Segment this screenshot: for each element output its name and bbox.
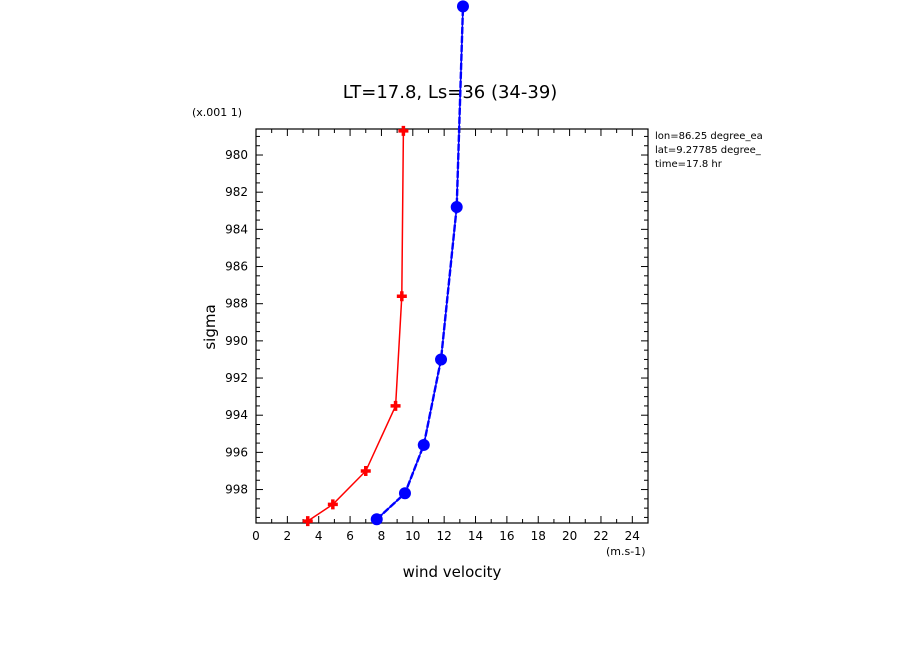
- data-point-cross: [390, 400, 401, 411]
- data-point-cross: [360, 465, 371, 476]
- x-tick-label: 24: [625, 529, 640, 543]
- plot-frame: [255, 128, 649, 524]
- x-unit-label: (m.s-1): [606, 545, 646, 558]
- y-axis-label: sigma: [201, 304, 219, 349]
- data-point-circle: [398, 487, 411, 500]
- data-point-circle: [435, 353, 448, 366]
- info-line-time: time=17.8 hr: [655, 159, 723, 170]
- data-point-cross: [398, 125, 409, 136]
- x-tick-label: 14: [468, 529, 483, 543]
- series-line: [307, 130, 405, 522]
- y-tick-label: 982: [225, 185, 248, 199]
- x-tick-label: 8: [378, 529, 386, 543]
- data-point-cross: [302, 516, 313, 527]
- x-tick-label: 22: [593, 529, 608, 543]
- x-tick-label: 0: [252, 529, 260, 543]
- x-tick-label: 10: [405, 529, 420, 543]
- chart-title: LT=17.8, Ls=36 (34-39): [343, 82, 558, 103]
- y-tick-label: 992: [225, 371, 248, 385]
- y-tick-label: 986: [225, 260, 248, 274]
- data-point-circle: [456, 0, 469, 13]
- data-point-circle: [370, 513, 383, 526]
- y-unit-label: (x.001 1): [192, 106, 242, 119]
- data-point-circle: [417, 438, 430, 451]
- info-line-lon: lon=86.25 degree_ea: [655, 131, 763, 142]
- y-tick-label: 980: [225, 148, 248, 162]
- y-tick-label: 994: [225, 408, 248, 422]
- y-tick-label: 996: [225, 445, 248, 459]
- info-line-lat: lat=9.27785 degree_: [655, 145, 762, 156]
- x-tick-label: 4: [315, 529, 323, 543]
- x-tick-label: 12: [437, 529, 452, 543]
- data-point-cross: [327, 499, 338, 510]
- x-tick-label: 16: [499, 529, 514, 543]
- data-point-cross: [396, 291, 407, 302]
- y-tick-label: 988: [225, 297, 248, 311]
- y-tick-label: 998: [225, 483, 248, 497]
- series-2: [370, 0, 469, 526]
- y-tick-label: 984: [225, 222, 248, 236]
- x-tick-label: 20: [562, 529, 577, 543]
- series-line: [376, 6, 464, 520]
- x-tick-label: 2: [284, 529, 292, 543]
- x-axis-label: wind velocity: [403, 563, 502, 581]
- data-point-circle: [450, 201, 463, 214]
- series-1: [302, 125, 409, 527]
- x-tick-label: 18: [531, 529, 546, 543]
- y-tick-label: 990: [225, 334, 248, 348]
- x-tick-label: 6: [346, 529, 354, 543]
